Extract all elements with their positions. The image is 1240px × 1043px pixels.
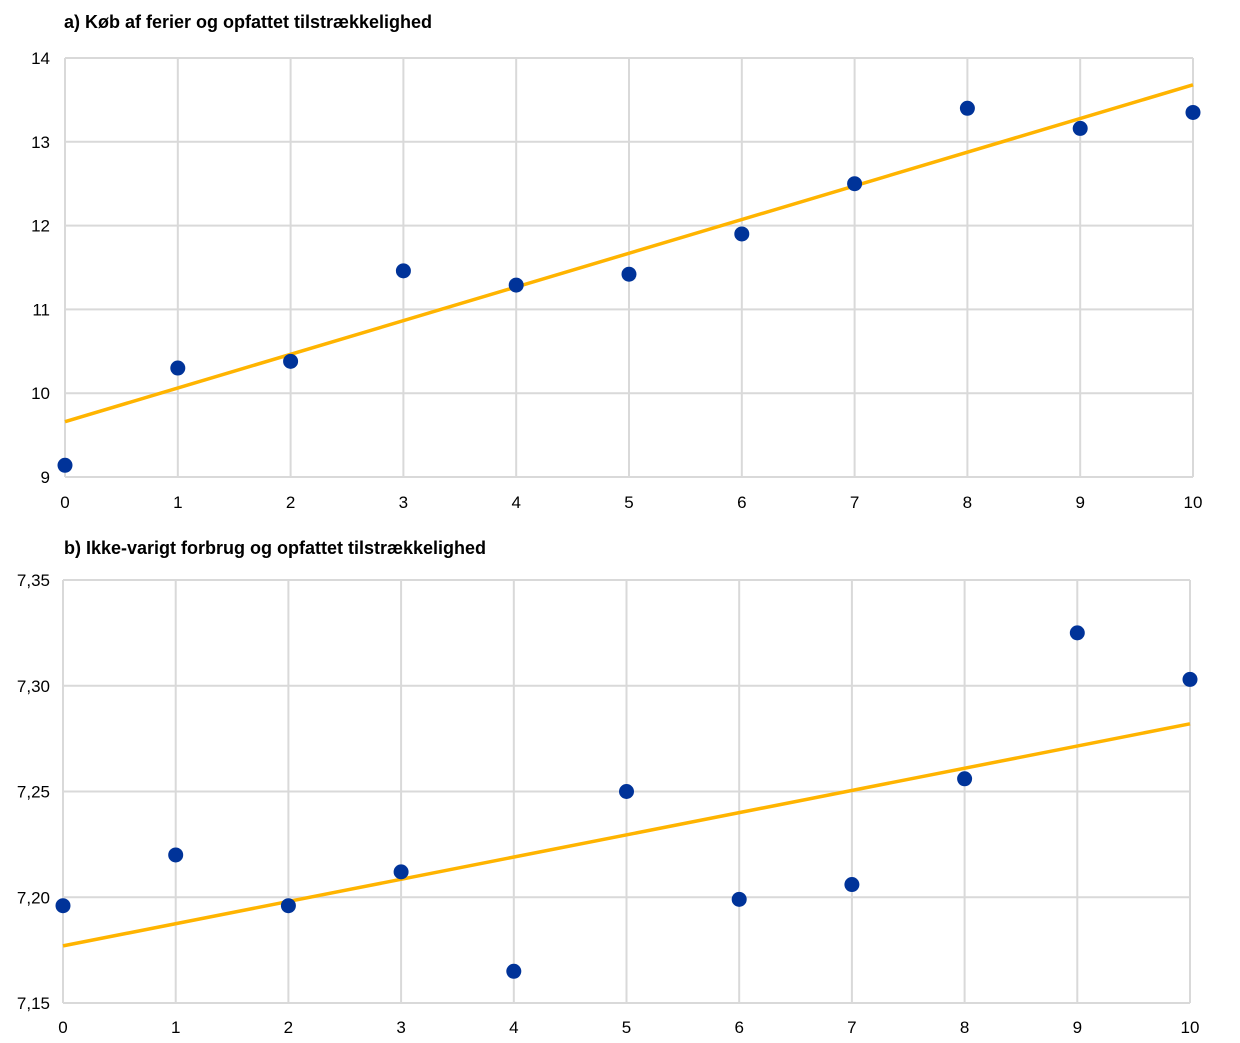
chart-b-x-tick-label: 6 — [734, 1018, 743, 1037]
chart-a-data-point — [170, 360, 186, 376]
chart-b-trendline — [62, 722, 1191, 948]
chart-b-data-point — [506, 963, 522, 979]
chart-b-x-tick-label: 10 — [1181, 1018, 1200, 1037]
chart-b-data-point — [731, 891, 747, 907]
chart-a-x-tick-label: 0 — [60, 493, 69, 512]
chart-b-y-tick-label: 7,25 — [17, 783, 50, 802]
chart-b-x-tick-label: 7 — [847, 1018, 856, 1037]
chart-b-x-tick-label: 8 — [960, 1018, 969, 1037]
chart-b-x-tick-label: 9 — [1073, 1018, 1082, 1037]
chart-a-x-tick-label: 3 — [399, 493, 408, 512]
chart-b-y-tick-label: 7,30 — [17, 677, 50, 696]
chart-b-x-tick-label: 1 — [171, 1018, 180, 1037]
chart-a-x-tick-label: 6 — [737, 493, 746, 512]
chart-a-data-point — [283, 353, 299, 369]
chart-b-x-tick-label: 0 — [58, 1018, 67, 1037]
chart-a-x-tick-label: 4 — [511, 493, 520, 512]
chart-a-x-tick-label: 1 — [173, 493, 182, 512]
chart-a-data-point — [57, 457, 73, 473]
chart-b-data-point — [1182, 671, 1198, 687]
chart-b-x-tick-label: 2 — [284, 1018, 293, 1037]
chart-b-data-point — [55, 898, 71, 914]
chart-b-y-tick-label: 7,20 — [17, 888, 50, 907]
chart-a-x-tick-label: 9 — [1075, 493, 1084, 512]
chart-a-x-tick-label: 7 — [850, 493, 859, 512]
chart-a-data-point — [508, 277, 524, 293]
chart-a-trendline — [64, 83, 1194, 424]
chart-a-y-tick-label: 13 — [31, 133, 50, 152]
chart-b-data-point — [619, 784, 634, 799]
chart-a-x-tick-label: 2 — [286, 493, 295, 512]
chart-b-data-point — [844, 877, 860, 893]
chart-b-data-point — [393, 864, 409, 880]
chart-a-x-tick-label: 10 — [1184, 493, 1203, 512]
chart-b-y-tick-label: 7,35 — [17, 571, 50, 590]
chart-b-title: b) Ikke-varigt forbrug og opfattet tilst… — [64, 538, 487, 558]
chart-b-x-tick-label: 3 — [396, 1018, 405, 1037]
chart-a-data-point — [734, 226, 750, 242]
chart-a-y-tick-label: 10 — [31, 384, 50, 403]
chart-b-data-point — [280, 898, 296, 914]
chart-a-y-tick-label: 14 — [31, 49, 50, 68]
chart-a-data-point — [1072, 120, 1088, 136]
chart-a-y-tick-label: 9 — [41, 468, 50, 487]
chart-a-data-point — [1185, 104, 1201, 120]
chart-a-data-point — [395, 263, 411, 279]
chart-a-x-tick-label: 8 — [963, 493, 972, 512]
chart-a-data-point — [847, 176, 863, 192]
chart-a-y-tick-label: 12 — [31, 217, 50, 236]
chart-b-x-tick-label: 4 — [509, 1018, 518, 1037]
chart-b-x-tick-label: 5 — [622, 1018, 631, 1037]
chart-b-plot: 0 1 2 3 4 5 6 7 8 9 10 7,15 7,20 7,25 7,30 7,35 — [17, 571, 1200, 1037]
chart-a-title: a) Køb af ferier og opfattet tilstrækkel… — [64, 12, 433, 32]
chart-a-y-tick-label: 11 — [32, 300, 50, 319]
chart-a-x-tick-label: 5 — [624, 493, 633, 512]
chart-b-data-point — [1069, 625, 1085, 641]
chart-a-data-point — [621, 266, 637, 282]
chart-b-data-point — [168, 847, 184, 863]
chart-a-data-point — [959, 100, 975, 116]
chart-b-y-tick-label: 7,15 — [17, 994, 50, 1013]
chart-b-data-point — [957, 771, 973, 787]
